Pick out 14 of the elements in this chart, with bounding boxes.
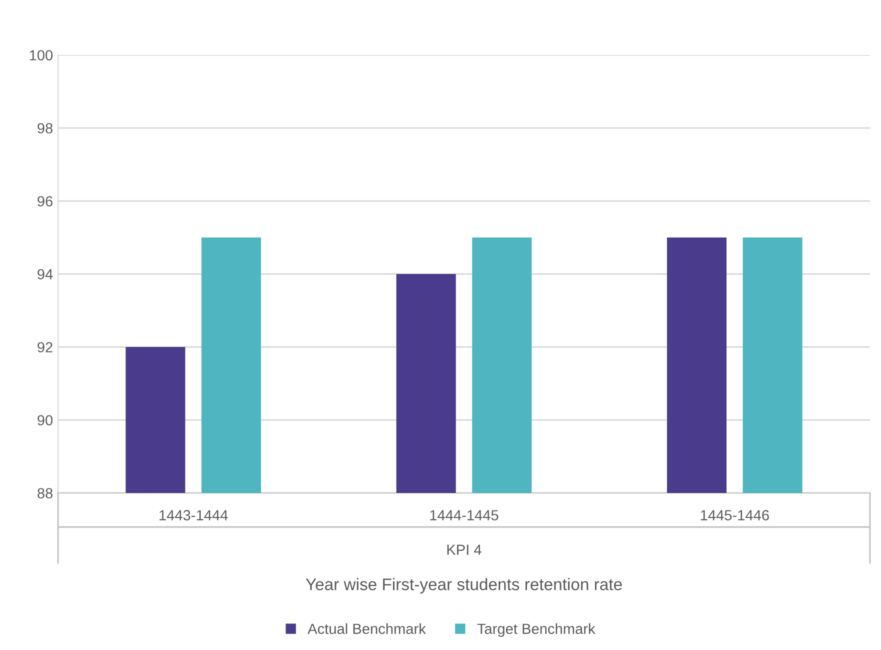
y-tick-label: 92 [38,342,52,352]
x-tick-label: 1445-1446 [700,510,769,520]
x-axis-title: Year wise First-year students retention rate [306,578,622,594]
x-tick-label: 1443-1444 [160,510,228,520]
x-tick-label: 1444-1445 [430,510,498,520]
y-tick-label: 90 [38,415,53,426]
y-tick-label: 96 [38,196,52,206]
y-tick-label: 88 [38,488,53,498]
legend-label: Target Benchmark [477,623,596,637]
y-tick-label: 94 [38,269,53,280]
y-tick-label: 100 [30,50,53,60]
y-tick-label: 98 [38,123,53,134]
legend-label: Actual Benchmark [308,623,426,634]
text: KPI 4 [447,544,482,555]
